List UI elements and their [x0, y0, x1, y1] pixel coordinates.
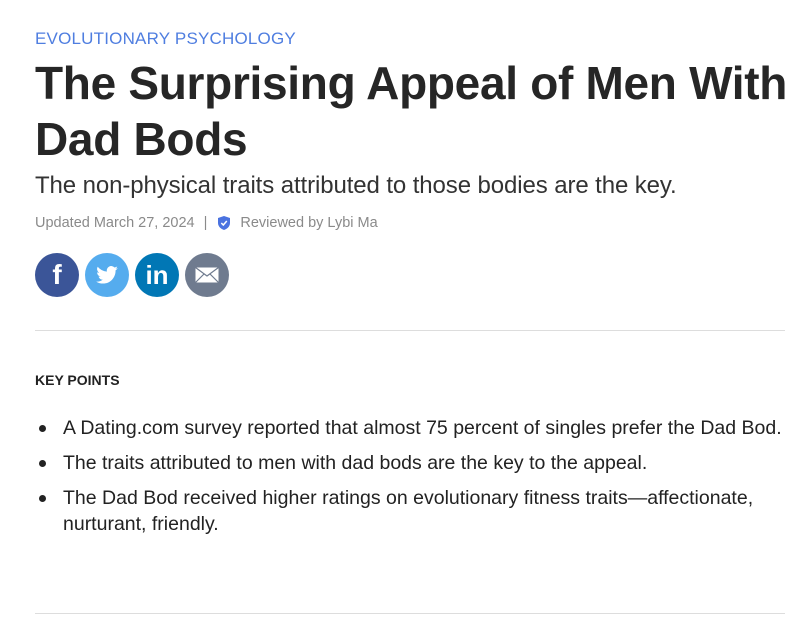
divider [35, 613, 785, 614]
list-item: The Dad Bod received higher ratings on e… [39, 485, 793, 537]
twitter-share-button[interactable] [85, 253, 129, 297]
email-share-button[interactable] [185, 253, 229, 297]
facebook-share-button[interactable]: f [35, 253, 79, 297]
list-item: A Dating.com survey reported that almost… [39, 415, 793, 441]
list-item: The traits attributed to men with dad bo… [39, 450, 793, 476]
page-title: The Surprising Appeal of Men With Dad Bo… [35, 57, 788, 165]
meta-separator: | [203, 215, 208, 231]
key-points-heading: KEY POINTS [35, 372, 120, 388]
linkedin-share-button[interactable]: in [135, 253, 179, 297]
topic-link[interactable]: EVOLUTIONARY PSYCHOLOGY [35, 29, 296, 48]
envelope-icon [195, 267, 219, 283]
reviewer-link[interactable]: Reviewed by Lybi Ma [240, 215, 378, 231]
article-meta: Updated March 27, 2024 | Reviewed by Lyb… [35, 215, 378, 231]
verified-shield-icon [218, 216, 231, 230]
key-points-list: A Dating.com survey reported that almost… [35, 415, 793, 546]
page-subtitle: The non-physical traits attributed to th… [35, 172, 677, 199]
divider [35, 330, 785, 331]
twitter-icon [96, 266, 118, 284]
updated-date: Updated March 27, 2024 [35, 215, 195, 231]
share-buttons: f in [35, 253, 229, 297]
